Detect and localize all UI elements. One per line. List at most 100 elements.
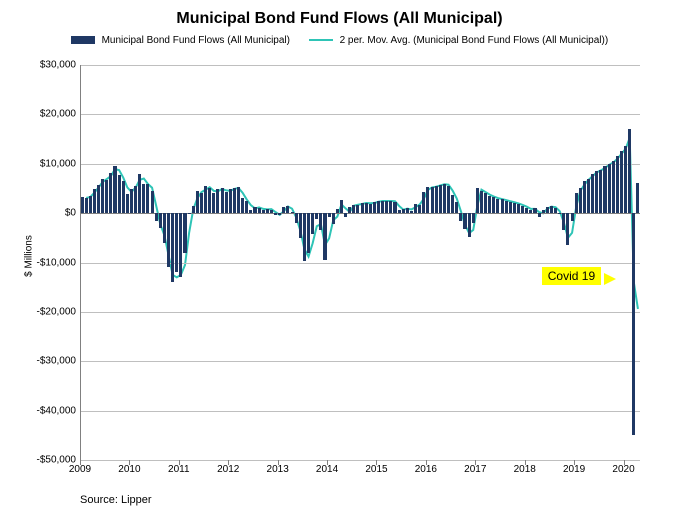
bar (113, 166, 116, 213)
bar (521, 206, 524, 213)
bar (410, 211, 413, 213)
legend-item-bar: Municipal Bond Fund Flows (All Municipal… (71, 35, 290, 46)
bar (451, 195, 454, 213)
bar (636, 183, 639, 214)
bar (546, 207, 549, 213)
bar (315, 213, 318, 218)
bar (554, 208, 557, 213)
bar (435, 186, 438, 213)
bar (262, 210, 265, 213)
gridline (80, 361, 640, 362)
bar (299, 213, 302, 238)
bar (513, 203, 516, 213)
bar (385, 201, 388, 213)
bar (216, 189, 219, 213)
x-tick-label: 2018 (514, 460, 536, 475)
bar (93, 189, 96, 213)
bar (183, 213, 186, 253)
bar (249, 210, 252, 213)
bar (336, 209, 339, 213)
x-tick-label: 2009 (69, 460, 91, 475)
line-swatch-icon (309, 39, 333, 41)
callout-arrow-icon (604, 273, 616, 285)
bar (291, 212, 294, 213)
bar (365, 203, 368, 213)
bar (369, 204, 372, 213)
bar (542, 210, 545, 213)
bar (307, 213, 310, 253)
covid-callout: Covid 19 (542, 267, 601, 285)
bar (620, 151, 623, 213)
bar (344, 213, 347, 217)
bar (431, 187, 434, 213)
bar (171, 213, 174, 282)
bar (624, 146, 627, 213)
bar (587, 179, 590, 214)
bar (118, 175, 121, 214)
y-tick-label: $0 (65, 208, 80, 219)
bar (179, 213, 182, 277)
bar (579, 188, 582, 213)
bar (352, 205, 355, 213)
bar (155, 213, 158, 220)
bar (571, 213, 574, 220)
bar (525, 208, 528, 213)
y-axis-line (80, 65, 81, 460)
bar (414, 204, 417, 213)
bar (151, 191, 154, 213)
bar (398, 210, 401, 213)
bar (480, 191, 483, 213)
bar (212, 193, 215, 213)
bar (550, 206, 553, 213)
bar (142, 184, 145, 214)
bar (105, 180, 108, 214)
bar (595, 171, 598, 213)
y-tick-label: -$40,000 (37, 405, 80, 416)
bar (463, 213, 466, 229)
bar (612, 161, 615, 213)
x-tick-label: 2013 (267, 460, 289, 475)
bar (472, 213, 475, 223)
x-tick-label: 2012 (217, 460, 239, 475)
chart-container: Municipal Bond Fund Flows (All Municipal… (0, 0, 679, 512)
bar (163, 213, 166, 243)
bar (439, 185, 442, 213)
bar (159, 213, 162, 228)
bar (146, 184, 149, 213)
bar (200, 193, 203, 213)
bar (529, 210, 532, 213)
bar (208, 188, 211, 213)
bar (81, 197, 84, 213)
y-tick-label: $10,000 (40, 158, 80, 169)
bar (258, 208, 261, 213)
gridline (80, 164, 640, 165)
bar (229, 189, 232, 213)
gridline (80, 114, 640, 115)
bar (340, 200, 343, 213)
gridline (80, 263, 640, 264)
bar (130, 189, 133, 213)
legend-item-line: 2 per. Mov. Avg. (Municipal Bond Fund Fl… (309, 35, 608, 46)
bar (603, 166, 606, 213)
bar (575, 193, 578, 213)
bar (221, 188, 224, 213)
bar (373, 202, 376, 213)
bar (632, 213, 635, 435)
bar (167, 213, 170, 267)
y-tick-label: -$10,000 (37, 257, 80, 268)
bar (101, 179, 104, 214)
bar (562, 213, 565, 230)
bar (270, 210, 273, 213)
x-tick-label: 2014 (316, 460, 338, 475)
bar (126, 194, 129, 213)
bar (501, 199, 504, 213)
bar (608, 164, 611, 213)
bar (311, 213, 314, 234)
bar (484, 193, 487, 213)
bar (323, 213, 326, 260)
bar (332, 213, 335, 224)
bar (488, 196, 491, 213)
bar (274, 213, 277, 214)
bar (328, 213, 331, 216)
x-tick-label: 2017 (464, 460, 486, 475)
